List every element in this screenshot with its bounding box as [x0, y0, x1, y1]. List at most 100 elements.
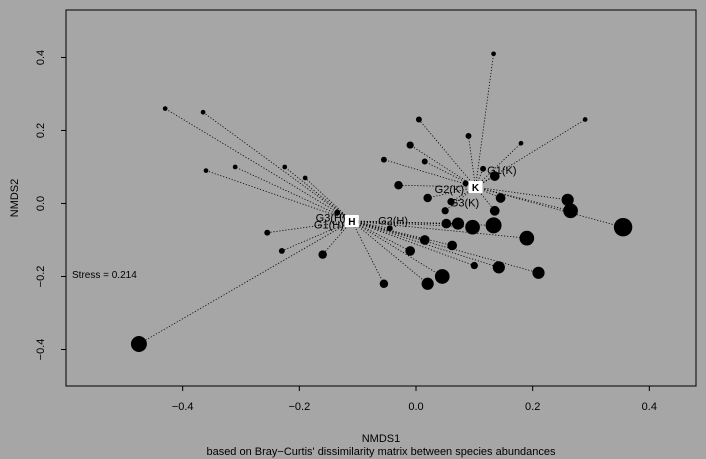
site-point-h — [441, 218, 452, 229]
site-point-k — [495, 193, 506, 203]
site-point-h — [421, 277, 434, 290]
site-point-h — [203, 168, 209, 173]
site-point-k — [489, 171, 500, 181]
site-point-h — [405, 246, 416, 256]
site-point-h — [278, 247, 285, 254]
group-labels: G1(K) G2(K) G3(K) G2(H) G3(H)G1(H) — [314, 165, 517, 232]
site-point-h — [302, 175, 308, 181]
site-point-h — [447, 240, 458, 251]
site-point-k — [582, 117, 588, 122]
spider-line-k — [475, 53, 494, 188]
spider-line-k — [475, 186, 568, 201]
y-tick-label: 0.4 — [35, 50, 47, 65]
centroid-label-h: H — [348, 217, 355, 228]
site-point-h — [470, 261, 478, 270]
site-point-h — [130, 336, 147, 352]
site-points — [130, 51, 633, 352]
site-point-h — [282, 164, 288, 170]
site-point-h — [162, 106, 168, 111]
site-point-k — [441, 207, 449, 215]
spider-line-k — [418, 119, 476, 188]
centroid-label-k: K — [472, 183, 480, 194]
x-tick-label: −0.4 — [172, 401, 194, 413]
spider-line-k — [409, 144, 476, 188]
centroid-box-k — [468, 181, 483, 194]
spider-line-h — [164, 108, 353, 222]
site-point-h — [532, 266, 545, 279]
group-label: G2(K) — [435, 184, 464, 196]
site-point-k — [380, 156, 387, 163]
group-label: G3(K) — [450, 198, 479, 210]
site-point-h — [334, 209, 341, 216]
spider-line-h — [202, 111, 353, 222]
spider-line-h — [351, 220, 539, 274]
x-axis-title: NMDS1 — [362, 433, 401, 445]
site-point-h — [465, 219, 480, 235]
spider-line-h — [351, 220, 473, 228]
spider-line-h — [351, 220, 527, 239]
site-point-k — [613, 217, 633, 237]
site-point-k — [561, 193, 574, 206]
site-point-h — [318, 250, 327, 259]
spider-line-h — [351, 220, 453, 246]
spider-line-k — [475, 186, 571, 212]
spider-line-h — [138, 220, 353, 345]
site-point-h — [485, 217, 502, 234]
site-point-k — [462, 180, 469, 187]
site-point-h — [451, 217, 465, 230]
site-point-h — [434, 269, 450, 284]
y-tick-label: −0.2 — [35, 266, 47, 288]
x-axis-subtitle: based on Bray−Curtis' dissimilarity matr… — [206, 446, 556, 458]
spider-line-h — [284, 166, 353, 222]
site-point-h — [264, 229, 271, 236]
y-axis-title: NMDS2 — [9, 179, 21, 218]
site-point-h — [419, 235, 430, 245]
site-point-h — [379, 279, 389, 289]
centroid-box-h — [344, 214, 359, 227]
site-point-k — [421, 158, 428, 165]
site-point-h — [519, 230, 535, 246]
plot-frame — [65, 9, 697, 387]
x-tick-label: −0.2 — [288, 401, 310, 413]
spider-line-k — [475, 186, 496, 212]
group-label: G1(K) — [487, 165, 516, 177]
spider-line-h — [351, 220, 428, 285]
spider-line-k — [427, 186, 476, 199]
spider-line-h — [351, 220, 411, 252]
spider-line-h — [281, 220, 352, 252]
x-axis: −0.4 −0.2 0.0 0.2 0.4 — [172, 386, 657, 413]
y-tick-label: −0.4 — [35, 339, 47, 361]
spider-line-h — [267, 220, 352, 234]
site-point-k — [394, 180, 403, 190]
site-point-k — [415, 116, 422, 123]
group-centroids: HK — [344, 181, 483, 228]
site-point-h — [232, 164, 238, 170]
site-point-k — [563, 203, 578, 219]
site-point-h — [200, 109, 206, 115]
site-point-h — [492, 261, 505, 274]
spider-line-h — [351, 220, 475, 266]
y-axis: −0.4 −0.2 0.0 0.2 0.4 — [35, 50, 66, 361]
group-label: G2(H) — [378, 215, 408, 227]
y-tick-label: 0.0 — [35, 196, 47, 211]
group-label: G3(H) — [316, 213, 346, 225]
site-point-k — [465, 132, 472, 139]
site-point-k — [480, 165, 487, 172]
spider-line-k — [383, 159, 476, 188]
site-point-k — [406, 141, 414, 149]
x-tick-label: 0.4 — [642, 401, 657, 413]
site-point-k — [491, 51, 496, 57]
stress-annotation: Stress = 0.214 — [72, 270, 137, 281]
x-tick-label: 0.2 — [525, 401, 540, 413]
y-tick-label: 0.2 — [35, 123, 47, 138]
site-point-k — [518, 140, 524, 146]
spider-line-k — [398, 184, 476, 188]
site-point-k — [489, 205, 500, 216]
spider-line-h — [234, 166, 353, 222]
spider-line-h — [322, 220, 353, 255]
site-point-k — [423, 193, 432, 203]
group-label: G1(H) — [314, 220, 344, 232]
site-point-k — [447, 198, 455, 206]
x-tick-label: 0.0 — [408, 401, 423, 413]
